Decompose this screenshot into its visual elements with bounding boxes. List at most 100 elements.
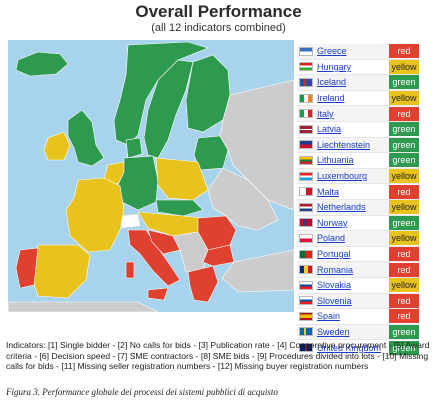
status-badge: green [389,215,419,230]
legend-row: United Kingdom green [297,340,419,356]
turkey-shape [221,249,294,293]
greece-flag-icon [299,46,313,56]
status-badge: green [389,75,419,90]
country-link[interactable]: Hungary [317,61,352,72]
legend-row: Hungary yellow [297,59,419,76]
iceland-shape [15,51,69,77]
country-link[interactable]: Liechtenstein [317,139,371,150]
country-link[interactable]: Latvia [317,124,342,135]
slovakia-flag-icon [299,280,313,290]
sweden-shape [143,59,194,159]
country-link[interactable]: Luxembourg [317,171,368,182]
status-badge: red [389,247,419,262]
legend-row: Norway green [297,215,419,232]
sardinia-shape [125,261,135,279]
italy-flag-icon [299,109,313,119]
indicators-note: Indicators: [1] Single bidder - [2] No c… [6,340,430,371]
legend-row: Slovenia red [297,293,419,310]
greece-shape [187,265,219,303]
country-link[interactable]: Romania [317,264,354,275]
status-badge: green [389,122,419,137]
legend-row: Romania red [297,262,419,278]
belarus-ukraine-shape [207,167,279,231]
iceland-flag-icon [299,77,313,87]
legend-row: Portugal red [297,247,419,263]
status-badge: yellow [389,278,419,293]
status-badge: yellow [389,59,419,74]
uk-shape [67,109,105,167]
norway-flag-icon [299,218,313,228]
denmark-shape [125,137,143,159]
status-badge: red [389,44,419,59]
hungary-flag-icon [299,62,313,72]
liechtenstein-flag-icon [299,140,313,150]
legend-row: Netherlands yellow [297,199,419,216]
country-link[interactable]: Norway [317,217,348,228]
ireland-flag-icon [299,93,313,103]
country-link[interactable]: Italy [317,108,334,119]
country-link[interactable]: Slovakia [317,280,352,291]
luxembourg-flag-icon [299,171,313,181]
legend-row: Greece red [297,44,419,60]
legend-row: Latvia green [297,122,419,138]
lithuania-flag-icon [299,155,313,165]
country-link[interactable]: Malta [317,186,340,197]
country-link[interactable]: Portugal [317,249,351,260]
country-link[interactable]: Netherlands [317,202,366,213]
poland-flag-icon [299,233,313,243]
country-link[interactable]: Greece [317,46,347,57]
status-badge: yellow [389,169,419,184]
country-link[interactable]: Sweden [317,326,350,337]
romania-flag-icon [299,265,313,275]
legend-row: Ireland yellow [297,91,419,107]
status-badge: yellow [389,91,419,106]
russia-shape [219,79,294,211]
status-badge: green [389,340,419,355]
spain-flag-icon [299,311,313,321]
legend-row: Liechtenstein green [297,137,419,154]
legend-row: Italy red [297,106,419,122]
status-badge: green [389,137,419,152]
legend-row: Spain red [297,309,419,325]
germany-shape [117,155,159,211]
status-badge: red [389,309,419,324]
country-link[interactable]: Lithuania [317,155,354,166]
status-badge: red [389,262,419,277]
netherlands-flag-icon [299,202,313,212]
country-link[interactable]: Spain [317,311,341,322]
malta-flag-icon [299,187,313,197]
status-badge: green [389,153,419,168]
france-shape [65,177,125,253]
bulgaria-shape [202,244,235,267]
legend-row: Slovakia yellow [297,278,419,294]
portugal-flag-icon [299,249,313,259]
europe-map [8,40,294,312]
czech-slovakia-shape [155,199,204,217]
legend-row: Poland yellow [297,231,419,247]
figure-caption: Figura 3. Performance globale dei proces… [6,387,278,397]
legend-row: Luxembourg yellow [297,168,419,185]
country-link[interactable]: Slovenia [317,295,352,306]
country-link[interactable]: United Kingdom [317,342,382,353]
north-africa-shape [8,301,159,312]
status-badge: green [389,324,419,339]
chart-subtitle: (all 12 indicators combined) [151,22,286,34]
sicily-shape [147,287,169,301]
latvia-flag-icon [299,124,313,134]
slovenia-croatia-shape [147,229,181,255]
sweden-flag-icon [299,327,313,337]
country-link[interactable]: Ireland [317,93,345,104]
slovenia-flag-icon [299,296,313,306]
status-badge: yellow [389,231,419,246]
legend-row: Malta red [297,184,419,200]
uk-flag-icon [299,343,313,353]
status-badge: red [389,184,419,199]
legend-row: Sweden green [297,324,419,341]
status-badge: red [389,293,419,308]
country-link[interactable]: Poland [317,233,346,244]
status-badge: red [389,106,419,121]
legend-row: Lithuania green [297,153,419,169]
portugal-shape [15,247,39,289]
legend-row: Iceland green [297,75,419,91]
country-link[interactable]: Iceland [317,77,347,88]
